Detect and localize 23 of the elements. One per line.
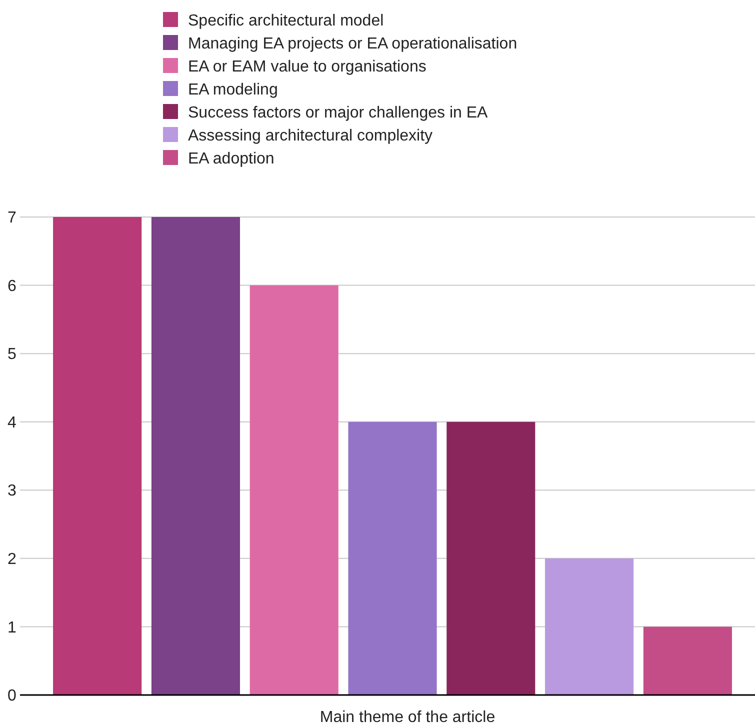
y-tick-label: 0 [8, 688, 17, 705]
y-tick-label: 2 [8, 551, 17, 568]
bar [151, 217, 240, 695]
legend-label: Success factors or major challenges in EA [188, 104, 488, 122]
legend-label: Specific architectural model [188, 12, 384, 30]
bar [446, 422, 536, 695]
bar [53, 217, 142, 695]
x-axis-title: Main theme of the article [320, 709, 496, 725]
y-tick-label: 6 [8, 278, 17, 295]
bar [348, 422, 437, 695]
legend-label: EA modeling [188, 82, 278, 99]
y-tick-label: 1 [8, 619, 17, 636]
legend-label: Assessing architectural complexity [188, 128, 433, 145]
legend-label: Managing EA projects or EA operationalisation [188, 36, 518, 53]
legend-label: EA adoption [188, 150, 274, 168]
bar [643, 626, 732, 695]
legend-label: EA or EAM value to organisations [188, 58, 426, 76]
bar [250, 285, 338, 695]
y-tick-label: 3 [8, 482, 17, 500]
y-tick-label: 4 [8, 414, 17, 432]
y-tick-label: 5 [8, 346, 17, 364]
y-tick-label: 7 [8, 210, 17, 227]
bar [545, 558, 634, 695]
